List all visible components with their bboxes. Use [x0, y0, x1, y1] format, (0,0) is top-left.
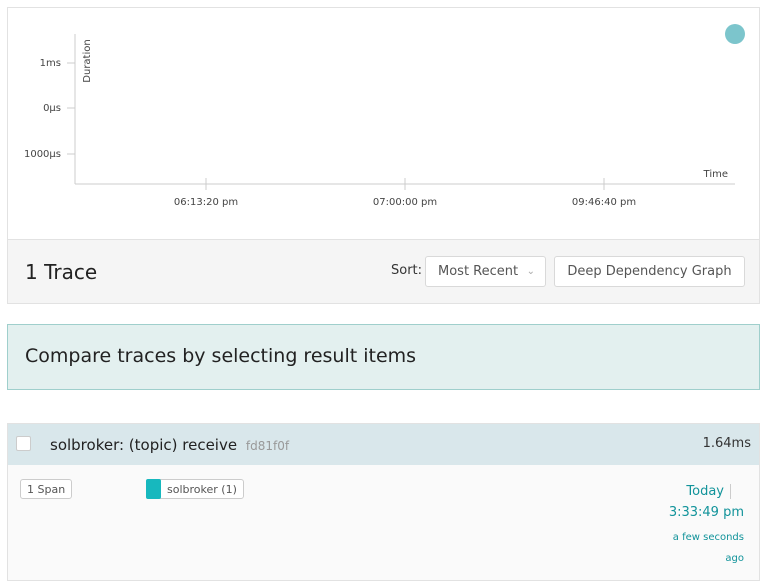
sort-value: Most Recent: [438, 264, 519, 279]
results-header: 1 Trace Sort: Most Recent ⌄ Deep Dependen…: [7, 240, 760, 304]
trace-duration: 1.64ms: [702, 436, 751, 451]
result-item[interactable]: solbroker: (topic) receive fd81f0f 1.64m…: [7, 423, 760, 581]
trace-date: Today: [686, 484, 731, 499]
trace-time: 3:33:49 pm: [668, 505, 744, 520]
y-axis-label: Duration: [82, 39, 93, 82]
service-tag: solbroker (1): [146, 478, 244, 499]
sort-select[interactable]: Most Recent ⌄: [425, 256, 546, 287]
x-ticks: 06:13:20 pm 07:00:00 pm 09:46:40 pm: [174, 178, 636, 208]
service-name: solbroker (1): [167, 482, 237, 496]
trace-title: solbroker: (topic) receive fd81f0f: [50, 436, 289, 454]
sort-label: Sort:: [391, 263, 423, 278]
x-tick-label: 06:13:20 pm: [174, 197, 238, 208]
y-ticks: 1ms 0µs 1000µs: [24, 58, 75, 160]
trace-name: solbroker: (topic) receive: [50, 436, 238, 454]
result-header: solbroker: (topic) receive fd81f0f 1.64m…: [8, 424, 759, 465]
compare-banner: Compare traces by selecting result items: [7, 324, 760, 390]
plot-box: Duration Time 1ms 0µs 1000µs 06:13:20 pm 07…: [7, 7, 760, 240]
trace-relative-time: a few seconds ago: [672, 532, 744, 564]
y-tick-label: 0µs: [43, 103, 61, 114]
x-tick-label: 07:00:00 pm: [373, 197, 437, 208]
y-tick-label: 1ms: [40, 58, 61, 69]
trace-point[interactable]: [725, 24, 745, 44]
x-tick-label: 09:46:40 pm: [572, 197, 636, 208]
span-count: 1 Span: [20, 479, 73, 499]
x-axis-label: Time: [703, 169, 728, 180]
scatter-plot: Duration Time 1ms 0µs 1000µs 06:13:20 pm 07…: [24, 24, 745, 208]
checkbox[interactable]: [16, 436, 31, 451]
y-tick-label: 1000µs: [24, 149, 61, 160]
chevron: ⌄: [526, 266, 535, 277]
ddg-button[interactable]: Deep Dependency Graph: [554, 256, 745, 287]
service-color: [146, 478, 161, 499]
trace-id: fd81f0f: [245, 439, 290, 453]
trace-count: 1 Trace: [25, 260, 98, 284]
